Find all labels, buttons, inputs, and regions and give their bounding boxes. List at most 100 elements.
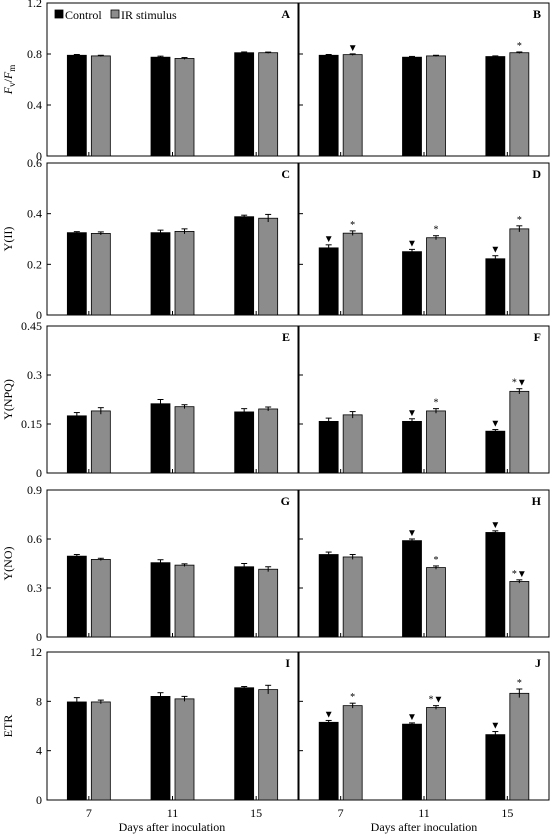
ytick-label-e-3: 0.45 [21, 319, 42, 333]
x-axis-title-left: Days after inoculation [119, 820, 226, 834]
bar-j-control-15 [485, 734, 506, 801]
panel-d: D ▼ * ▼ * ▼ * [298, 162, 550, 316]
bar-a-ir-15 [258, 52, 279, 157]
ytick-label-c-1: 0.2 [27, 257, 42, 271]
panel-label-i: I [285, 656, 290, 670]
xtick-label-j-0: 7 [338, 806, 344, 820]
significance-mark-j-1-1: *▼ [429, 695, 444, 706]
bar-f-control-15 [485, 430, 506, 474]
bar-i-control-15 [234, 687, 255, 801]
ytick-label-c-0: 0 [36, 308, 42, 322]
xtick-label-j-2: 15 [501, 806, 513, 820]
significance-mark-j-0-2: ▼ [490, 721, 500, 732]
bar-g-control-11 [150, 562, 171, 638]
bar-j-ir-7 [342, 705, 363, 801]
bar-b-control-11 [402, 56, 422, 157]
bar-a-ir-7 [90, 55, 111, 157]
ytick-label-g-0: 0 [36, 630, 42, 644]
legend-label-ir: IR stimulus [121, 8, 177, 22]
panel-b: B ▼ * [298, 2, 550, 157]
bar-h-control-11 [402, 540, 422, 638]
bar-f-ir-7 [342, 414, 363, 474]
bar-b-ir-15 [509, 52, 530, 157]
significance-mark-j-1-2: * [517, 678, 522, 689]
bar-a-control-15 [234, 52, 255, 157]
significance-mark-d-1-2: * [517, 215, 522, 226]
significance-mark-b-1-0: ▼ [348, 43, 358, 54]
bar-c-control-11 [150, 232, 171, 316]
legend-label-control: Control [65, 8, 102, 22]
bar-a-ir-11 [174, 58, 195, 157]
bar-a-control-7 [66, 54, 87, 157]
bar-i-ir-15 [258, 689, 279, 801]
xtick-label-i-1: 11 [167, 806, 179, 820]
bar-g-ir-11 [174, 564, 195, 638]
panel-a: 0 0.4 0.8 1.2 A Fv/Fm [1, 0, 299, 163]
xtick-label-j-1: 11 [418, 806, 430, 820]
ytick-label-g-2: 0.6 [27, 532, 42, 546]
panel-label-j: J [535, 656, 541, 670]
significance-mark-h-0-2: ▼ [490, 520, 500, 531]
bar-b-ir-11 [426, 55, 446, 157]
bar-j-ir-15 [509, 692, 530, 801]
bar-h-control-15 [485, 532, 506, 638]
ytick-label-i-2: 8 [36, 694, 42, 708]
bar-b-control-15 [485, 56, 506, 157]
bar-d-ir-11 [426, 237, 446, 316]
bar-g-control-7 [66, 555, 87, 638]
significance-mark-f-1-1: * [434, 398, 439, 409]
significance-mark-j-1-0: * [350, 692, 355, 703]
ytick-label-i-1: 4 [36, 744, 42, 758]
bar-j-control-7 [318, 721, 339, 801]
y-axis-label-g: Y(NO) [1, 547, 15, 581]
ytick-label-a-0: 0 [36, 149, 42, 163]
bar-i-ir-11 [174, 698, 195, 801]
ytick-label-i-3: 12 [30, 645, 42, 659]
bar-d-ir-15 [509, 228, 530, 316]
ytick-label-a-1: 0.4 [27, 98, 42, 112]
ytick-label-c-2: 0.4 [27, 207, 42, 221]
significance-mark-b-1-2: * [517, 41, 522, 52]
ytick-label-e-0: 0 [36, 466, 42, 480]
bar-e-ir-11 [174, 406, 195, 474]
y-axis-label-c: Y(II) [1, 227, 15, 252]
legend-swatch-control [54, 9, 64, 19]
xtick-label-i-0: 7 [86, 806, 92, 820]
significance-mark-j-0-1: ▼ [407, 712, 417, 723]
ytick-label-i-0: 0 [36, 793, 42, 807]
bar-e-ir-15 [258, 408, 279, 474]
bar-j-control-11 [402, 723, 422, 801]
panel-label-d: D [532, 167, 541, 181]
bar-e-control-11 [150, 403, 171, 474]
x-axis-title-right: Days after inoculation [371, 820, 478, 834]
ytick-label-g-3: 0.9 [27, 483, 42, 497]
bar-g-ir-15 [258, 568, 279, 638]
significance-mark-j-0-0: ▼ [324, 709, 334, 720]
significance-mark-d-0-2: ▼ [490, 245, 500, 256]
bar-h-ir-15 [509, 581, 530, 638]
bar-d-control-11 [402, 251, 422, 316]
panel-label-c: C [281, 167, 290, 181]
bar-b-ir-7 [342, 54, 363, 157]
bar-a-control-11 [150, 56, 171, 157]
panel-j: J 7 ▼ * 11 ▼ *▼ 15 ▼ * [298, 651, 550, 820]
panel-label-f: F [534, 330, 541, 344]
panel-label-h: H [532, 494, 542, 508]
panel-label-b: B [533, 7, 541, 21]
bar-f-ir-15 [509, 390, 530, 474]
bar-c-control-7 [66, 232, 87, 316]
bar-j-ir-11 [426, 707, 446, 801]
panel-i: 0 4 8 12 I ETR 7 11 15 [1, 645, 299, 820]
bar-d-ir-7 [342, 232, 363, 316]
bar-d-control-7 [318, 247, 339, 316]
panel-label-e: E [282, 330, 290, 344]
significance-mark-f-1-2: *▼ [512, 378, 527, 389]
bar-e-control-7 [66, 415, 87, 474]
legend-swatch-ir [110, 9, 120, 19]
bar-i-control-11 [150, 696, 171, 801]
panel-g: 0 0.3 0.6 0.9 G Y(NO) [1, 483, 299, 644]
bar-h-ir-11 [426, 567, 446, 638]
bar-g-control-15 [234, 566, 255, 638]
bar-c-ir-15 [258, 217, 279, 316]
bar-f-ir-11 [426, 410, 446, 474]
